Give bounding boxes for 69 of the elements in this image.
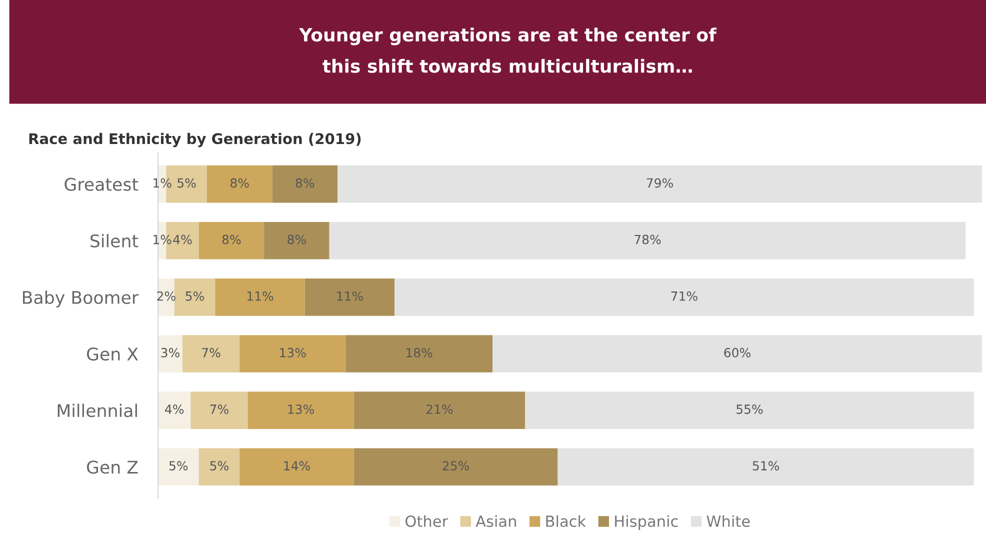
data-label: 18% (406, 348, 432, 358)
data-label: 60% (724, 348, 750, 358)
bar (394, 278, 974, 316)
chart-title: Younger generations are at the center of this shift towards multiculturalism… (298, 28, 717, 73)
data-label: 14% (284, 461, 310, 471)
data-label: 8% (288, 234, 306, 244)
data-label: 5% (178, 178, 196, 188)
data-label: 5% (169, 461, 188, 471)
data-label: 25% (442, 461, 469, 471)
data-label: 55% (736, 404, 763, 414)
y-tick-label: Greatest (64, 178, 138, 191)
legend-label: Hispanic (615, 515, 678, 530)
legend-label: Black (546, 515, 586, 528)
data-label: 4% (173, 234, 192, 244)
y-tick-label: Silent (90, 234, 138, 248)
data-label: 51% (752, 461, 780, 471)
bar (215, 278, 305, 316)
y-tick-label: Gen Z (86, 460, 138, 474)
y-tick-label: Gen X (86, 347, 138, 361)
bar (264, 222, 330, 260)
bar (346, 335, 492, 372)
bar (492, 335, 982, 372)
data-label: 78% (634, 234, 661, 244)
bar (174, 278, 216, 316)
bar (248, 392, 354, 429)
bar (158, 392, 191, 429)
data-label: 8% (222, 234, 241, 244)
bar (198, 448, 240, 486)
bar (198, 222, 264, 260)
bar (337, 165, 982, 203)
legend-label: Other (406, 515, 448, 528)
bar (304, 278, 395, 316)
legend-label: White (706, 515, 750, 528)
data-label: 13% (280, 348, 306, 358)
data-label: 2% (157, 291, 176, 301)
bar (182, 335, 240, 372)
data-label: 1% (154, 178, 172, 188)
data-label: 4% (165, 404, 184, 414)
bar (240, 448, 354, 486)
bar (354, 392, 526, 429)
bar (158, 448, 199, 486)
bar (354, 448, 558, 486)
bar (240, 335, 346, 372)
data-label: 1% (154, 234, 172, 244)
data-label: 7% (210, 404, 228, 414)
bar (272, 165, 338, 203)
bar (525, 392, 974, 429)
bar (158, 335, 182, 372)
bar (558, 448, 974, 486)
data-label: 5% (186, 291, 204, 301)
data-label: 3% (161, 348, 180, 358)
data-label: 5% (210, 461, 228, 471)
data-label: 11% (337, 291, 363, 301)
data-label: 11% (247, 291, 274, 301)
data-label: 79% (646, 178, 673, 188)
chart-subtitle: Race and Ethnicity by Generation (2019) (29, 132, 361, 148)
bar (158, 278, 174, 316)
legend-label: Asian (476, 515, 516, 528)
data-label: 71% (671, 291, 698, 301)
data-label: 8% (230, 178, 249, 188)
data-label: 21% (426, 404, 453, 414)
bar (206, 165, 272, 203)
data-label: 13% (288, 404, 314, 414)
data-label: 8% (296, 178, 314, 188)
data-label: 7% (202, 348, 220, 358)
y-tick-label: Millennial (58, 404, 137, 418)
bar (329, 222, 966, 260)
bar (190, 392, 248, 429)
y-tick-label: Baby Boomer (23, 290, 139, 308)
